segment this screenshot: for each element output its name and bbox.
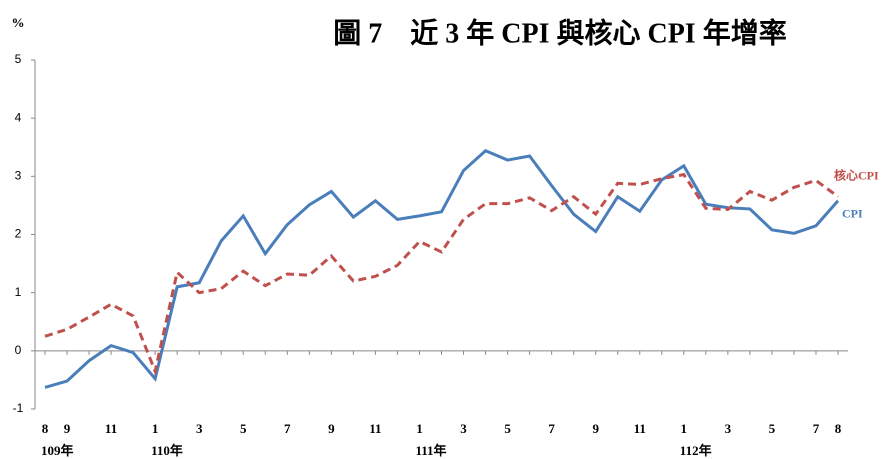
x-group-label: 109年 [41,443,74,458]
series-line [44,148,840,389]
x-tick-label: 1 [681,421,688,436]
y-tick-label: 3 [15,169,22,183]
series-label: CPI [842,207,863,221]
x-tick-label: 8 [835,421,842,436]
x-group-label: 110年 [151,443,183,458]
x-tick-label: 5 [240,421,247,436]
x-tick-label: 11 [369,421,381,436]
chart-title: 圖 7 近 3 年 CPI 與核心 CPI 年增率 [333,16,786,49]
x-tick-label: 5 [504,421,511,436]
series-label: 核心CPI [834,167,879,182]
x-group-label: 111年 [415,443,446,458]
y-tick-label: 2 [15,227,22,241]
x-tick-label: 1 [416,421,423,436]
x-tick-label: 5 [769,421,776,436]
y-tick-label: 1 [15,285,22,299]
x-tick-label: 9 [328,421,335,436]
x-tick-label: 8 [42,421,49,436]
x-tick-label: 3 [725,421,732,436]
x-tick-label: 1 [152,421,159,436]
series-line [44,172,839,377]
y-tick-label: 0 [15,343,22,357]
x-tick-label: 7 [813,421,820,436]
y-tick-label: 4 [15,110,22,124]
x-group-label: 112年 [680,443,712,458]
y-tick-label: -1 [13,401,24,415]
x-tick-label: 11 [105,421,117,436]
x-tick-label: 9 [64,421,71,436]
x-tick-label: 11 [634,421,646,436]
y-tick-label: 5 [15,52,22,66]
x-tick-label: 3 [196,421,203,436]
y-axis-label: % [12,15,25,30]
x-tick-label: 7 [284,421,291,436]
x-tick-label: 9 [592,421,599,436]
x-tick-label: 7 [548,421,555,436]
x-tick-label: 3 [460,421,467,436]
